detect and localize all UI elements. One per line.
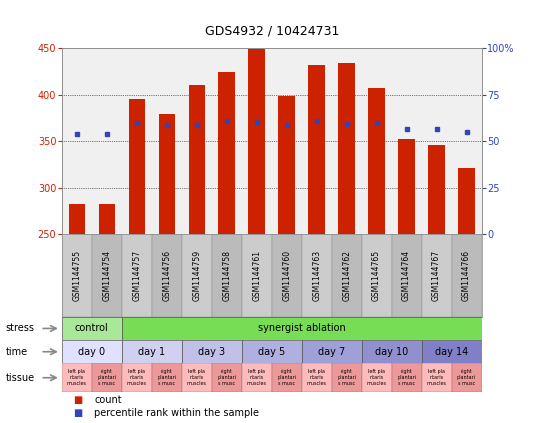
Bar (398, 140, 415, 234)
Text: synergist ablation: synergist ablation (258, 324, 345, 333)
Bar (98, 203, 115, 234)
Bar (182, 340, 242, 363)
Bar (422, 363, 451, 392)
Text: day 7: day 7 (318, 347, 345, 357)
Text: GSM1144766: GSM1144766 (462, 250, 471, 301)
Bar (159, 114, 175, 234)
Text: day 0: day 0 (79, 347, 105, 357)
Bar (242, 340, 302, 363)
Text: right
plantari
s musc: right plantari s musc (277, 369, 296, 386)
Text: time: time (5, 347, 27, 357)
Bar (152, 234, 182, 317)
Text: GSM1144765: GSM1144765 (372, 250, 381, 301)
Bar (249, 49, 265, 234)
Bar (392, 234, 422, 317)
Bar (451, 234, 482, 317)
Bar (62, 340, 122, 363)
Text: GSM1144754: GSM1144754 (102, 250, 111, 301)
Text: left pla
ntaris
muscles: left pla ntaris muscles (366, 369, 387, 386)
Text: ■: ■ (73, 408, 82, 418)
Bar (62, 363, 92, 392)
Text: left pla
ntaris
muscles: left pla ntaris muscles (247, 369, 267, 386)
Text: stress: stress (5, 324, 34, 333)
Text: tissue: tissue (5, 373, 34, 383)
Text: percentile rank within the sample: percentile rank within the sample (94, 408, 259, 418)
Bar (362, 340, 422, 363)
Text: right
plantari
s musc: right plantari s musc (337, 369, 356, 386)
Text: GSM1144756: GSM1144756 (162, 250, 171, 301)
Text: count: count (94, 395, 122, 405)
Text: right
plantari
s musc: right plantari s musc (157, 369, 176, 386)
Text: day 5: day 5 (258, 347, 285, 357)
Bar (428, 145, 445, 234)
Bar (152, 363, 182, 392)
Bar (212, 363, 242, 392)
Bar (302, 340, 362, 363)
Bar (242, 363, 272, 392)
Bar (92, 234, 122, 317)
Text: day 10: day 10 (375, 347, 408, 357)
Bar (272, 363, 302, 392)
Text: day 14: day 14 (435, 347, 468, 357)
Bar (212, 234, 242, 317)
Text: GSM1144764: GSM1144764 (402, 250, 411, 301)
Bar (422, 340, 482, 363)
Text: day 3: day 3 (198, 347, 225, 357)
Text: right
plantari
s musc: right plantari s musc (457, 369, 476, 386)
Bar (188, 85, 205, 234)
Text: left pla
ntaris
muscles: left pla ntaris muscles (127, 369, 147, 386)
Text: right
plantari
s musc: right plantari s musc (97, 369, 116, 386)
Bar (129, 99, 145, 234)
Bar (302, 234, 331, 317)
Text: GDS4932 / 10424731: GDS4932 / 10424731 (204, 25, 339, 38)
Bar (279, 96, 295, 234)
Bar (62, 234, 92, 317)
Bar (362, 363, 392, 392)
Bar (122, 363, 152, 392)
Bar (272, 234, 302, 317)
Bar (422, 234, 451, 317)
Bar (69, 203, 85, 234)
Text: right
plantari
s musc: right plantari s musc (397, 369, 416, 386)
Bar (122, 317, 482, 340)
Text: GSM1144758: GSM1144758 (222, 250, 231, 301)
Text: GSM1144767: GSM1144767 (432, 250, 441, 301)
Bar (122, 234, 152, 317)
Text: GSM1144759: GSM1144759 (192, 250, 201, 301)
Bar (369, 88, 385, 234)
Bar (122, 340, 182, 363)
Bar (62, 317, 122, 340)
Text: left pla
ntaris
muscles: left pla ntaris muscles (187, 369, 207, 386)
Bar (218, 72, 235, 234)
Bar (362, 234, 392, 317)
Bar (308, 65, 325, 234)
Text: GSM1144761: GSM1144761 (252, 250, 261, 301)
Bar (392, 363, 422, 392)
Text: day 1: day 1 (138, 347, 165, 357)
Bar (331, 234, 362, 317)
Text: right
plantari
s musc: right plantari s musc (217, 369, 236, 386)
Bar (302, 363, 331, 392)
Bar (182, 234, 212, 317)
Bar (451, 363, 482, 392)
Bar (331, 363, 362, 392)
Bar (338, 63, 355, 234)
Bar (242, 234, 272, 317)
Text: left pla
ntaris
muscles: left pla ntaris muscles (427, 369, 447, 386)
Bar (182, 363, 212, 392)
Text: GSM1144755: GSM1144755 (72, 250, 81, 301)
Bar (92, 363, 122, 392)
Text: ■: ■ (73, 395, 82, 405)
Text: control: control (75, 324, 109, 333)
Text: GSM1144757: GSM1144757 (132, 250, 141, 301)
Text: left pla
ntaris
muscles: left pla ntaris muscles (67, 369, 87, 386)
Text: GSM1144763: GSM1144763 (312, 250, 321, 301)
Bar (458, 168, 475, 234)
Text: GSM1144762: GSM1144762 (342, 250, 351, 301)
Text: left pla
ntaris
muscles: left pla ntaris muscles (307, 369, 327, 386)
Text: GSM1144760: GSM1144760 (282, 250, 291, 301)
